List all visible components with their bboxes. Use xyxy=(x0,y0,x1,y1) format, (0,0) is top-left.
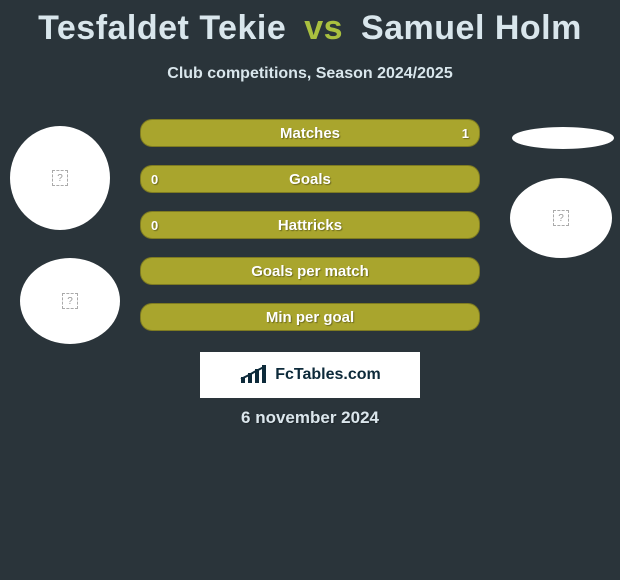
player1-name: Tesfaldet Tekie xyxy=(38,9,286,47)
stat-row-goals-per-match: Goals per match xyxy=(140,257,480,285)
stat-row-matches: Matches 1 xyxy=(140,119,480,147)
stat-right-value xyxy=(459,166,479,192)
player2-name: Samuel Holm xyxy=(361,9,582,47)
stat-right-value xyxy=(459,304,479,330)
stat-label: Matches xyxy=(141,120,479,146)
vs-text: vs xyxy=(304,9,343,47)
stat-row-hattricks: 0 Hattricks xyxy=(140,211,480,239)
placeholder-icon: ? xyxy=(553,210,569,226)
stat-label: Goals per match xyxy=(141,258,479,284)
stat-right-value: 1 xyxy=(452,120,479,146)
stat-label: Hattricks xyxy=(141,212,479,238)
avatar-left-2: ? xyxy=(20,258,120,344)
stat-right-value xyxy=(459,212,479,238)
stat-label: Min per goal xyxy=(141,304,479,330)
page-title: Tesfaldet Tekie vs Samuel Holm xyxy=(0,0,620,47)
brand-text: FcTables.com xyxy=(275,366,381,384)
avatar-right-1 xyxy=(512,127,614,149)
placeholder-icon: ? xyxy=(52,170,68,186)
subtitle: Club competitions, Season 2024/2025 xyxy=(0,65,620,83)
placeholder-icon: ? xyxy=(62,293,78,309)
avatar-right-2: ? xyxy=(510,178,612,258)
date-text: 6 november 2024 xyxy=(0,408,620,428)
stat-label: Goals xyxy=(141,166,479,192)
stat-row-goals: 0 Goals xyxy=(140,165,480,193)
avatar-left-1: ? xyxy=(10,126,110,230)
brand-badge: FcTables.com xyxy=(200,352,420,398)
stat-row-min-per-goal: Min per goal xyxy=(140,303,480,331)
stat-right-value xyxy=(459,258,479,284)
chart-icon xyxy=(239,365,271,385)
